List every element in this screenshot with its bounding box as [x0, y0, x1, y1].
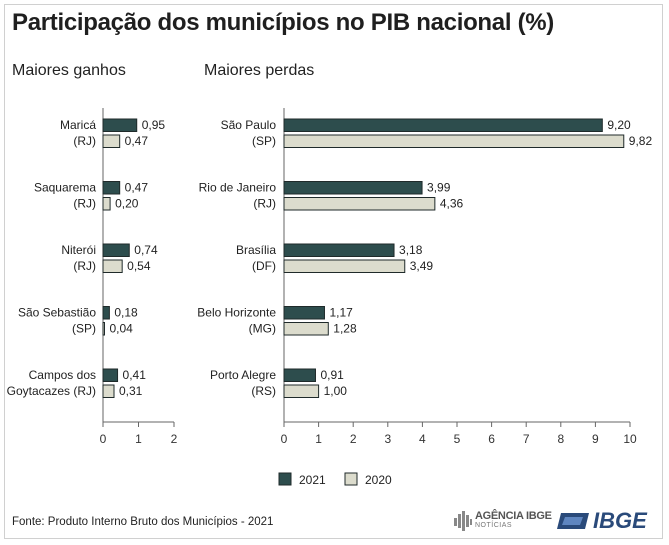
category-label: Rio de Janeiro	[199, 181, 277, 195]
data-label: 3,99	[427, 181, 451, 195]
bar-2021	[283, 243, 395, 257]
x-tick-label: 3	[384, 432, 391, 446]
x-tick-label: 1	[135, 432, 142, 446]
bar-2020	[283, 322, 329, 336]
data-label: 0,47	[125, 134, 149, 148]
bar-2020	[102, 197, 111, 211]
data-label: 3,49	[410, 259, 434, 273]
x-tick-label: 4	[419, 432, 426, 446]
category-label: (DF)	[252, 259, 276, 273]
category-label: (RJ)	[73, 197, 96, 211]
x-tick-label: 7	[523, 432, 530, 446]
category-label: (SP)	[72, 322, 96, 336]
data-label: 0,91	[320, 368, 344, 382]
bar-2020	[283, 259, 406, 273]
bar-2021	[102, 118, 138, 132]
bar-2021	[102, 243, 130, 257]
data-label: 1,00	[324, 384, 348, 398]
agencia-logo-name: AGÊNCIA IBGE	[475, 510, 552, 522]
x-tick-label: 8	[557, 432, 564, 446]
panel-title-losses: Maiores perdas	[204, 62, 315, 79]
category-label: (RS)	[251, 384, 276, 398]
legend-label-2021: 2021	[299, 473, 326, 487]
category-label: (MG)	[249, 322, 276, 336]
data-label: 9,82	[629, 134, 653, 148]
bar-2020	[102, 384, 115, 398]
bar-2021	[102, 368, 119, 382]
category-label: Porto Alegre	[210, 368, 276, 382]
data-label: 0,47	[125, 181, 149, 195]
legend-swatch-2020	[344, 472, 358, 486]
data-label: 0,41	[123, 368, 147, 382]
category-label: São Sebastião	[18, 306, 96, 320]
agencia-logo-sub: NOTÍCIAS	[475, 522, 513, 529]
category-label: (RJ)	[73, 259, 96, 273]
data-label: 0,31	[119, 384, 143, 398]
source-note: Fonte: Produto Interno Bruto dos Municíp…	[12, 516, 274, 528]
data-label: 3,18	[399, 243, 423, 257]
bar-2020	[102, 134, 121, 148]
data-label: 0,18	[114, 306, 138, 320]
chart-title: Participação dos municípios no PIB nacio…	[12, 9, 555, 36]
category-label: Goytacazes (RJ)	[7, 384, 96, 398]
x-tick-label: 0	[100, 432, 107, 446]
category-label: (RJ)	[253, 197, 276, 211]
chart-frame	[4, 4, 663, 539]
category-label: Belo Horizonte	[197, 306, 276, 320]
panel-title-gains: Maiores ganhos	[12, 62, 126, 79]
ibge-logo-word: IBGE	[593, 508, 647, 533]
x-tick-label: 5	[454, 432, 461, 446]
category-label: Campos dos	[29, 368, 96, 382]
x-tick-label: 2	[171, 432, 178, 446]
x-tick-label: 0	[281, 432, 288, 446]
legend-swatch-2021	[278, 472, 292, 486]
data-label: 0,95	[142, 118, 166, 132]
x-tick-label: 9	[592, 432, 599, 446]
bar-2021	[102, 306, 110, 320]
category-label: São Paulo	[221, 118, 277, 132]
data-label: 1,28	[333, 322, 357, 336]
data-label: 9,20	[607, 118, 631, 132]
category-label: (SP)	[252, 134, 276, 148]
bar-2020	[102, 322, 105, 336]
bar-2020	[283, 384, 320, 398]
bar-2021	[102, 181, 121, 195]
data-label: 0,20	[115, 197, 139, 211]
bar-2020	[102, 259, 123, 273]
ibge-logo-icon	[557, 513, 589, 529]
category-label: Maricá	[60, 118, 96, 132]
x-tick-label: 10	[623, 432, 637, 446]
bar-2021	[283, 306, 325, 320]
agencia-ibge-logo: AGÊNCIA IBGE NOTÍCIAS	[453, 508, 552, 534]
data-label: 0,04	[110, 322, 134, 336]
data-label: 4,36	[440, 197, 464, 211]
category-label: (RJ)	[73, 134, 96, 148]
bar-2020	[283, 134, 625, 148]
x-tick-label: 2	[350, 432, 357, 446]
bar-2021	[283, 181, 423, 195]
data-label: 0,74	[134, 243, 158, 257]
bar-2021	[283, 368, 316, 382]
legend-label-2020: 2020	[365, 473, 392, 487]
bar-2021	[283, 118, 603, 132]
category-label: Brasília	[236, 243, 276, 257]
ibge-logo: IBGE	[557, 508, 653, 533]
data-label: 0,54	[127, 259, 151, 273]
agencia-logo-icon	[454, 511, 472, 531]
x-tick-label: 6	[488, 432, 495, 446]
data-label: 1,17	[329, 306, 353, 320]
category-label: Niterói	[61, 243, 96, 257]
category-label: Saquarema	[34, 181, 96, 195]
bar-2020	[283, 197, 436, 211]
x-tick-label: 1	[315, 432, 322, 446]
